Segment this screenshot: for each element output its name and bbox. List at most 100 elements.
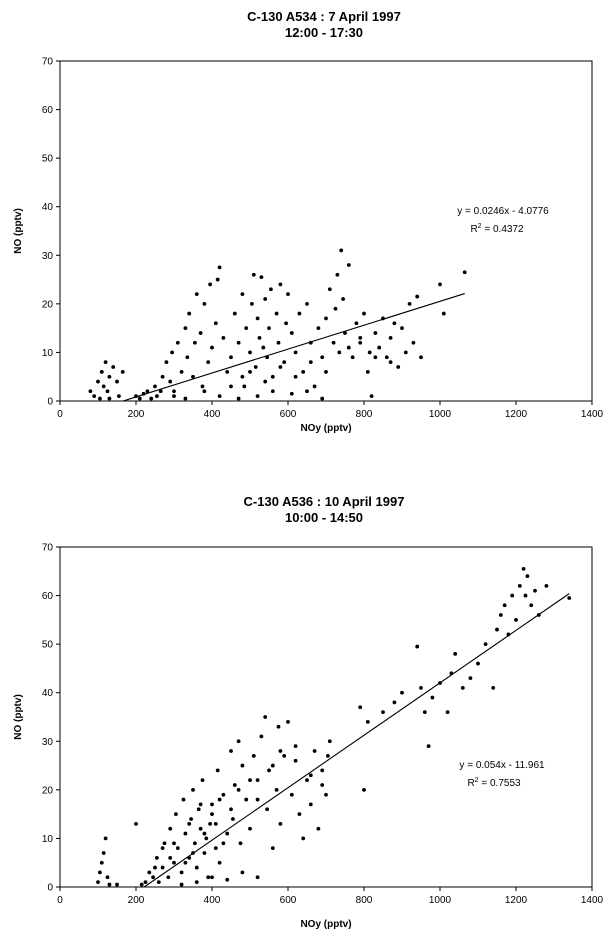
data-point bbox=[270, 846, 275, 851]
data-point bbox=[419, 355, 423, 360]
data-point bbox=[498, 613, 503, 617]
data-point bbox=[198, 802, 203, 807]
data-point bbox=[179, 369, 184, 374]
data-point bbox=[358, 705, 363, 710]
data-point bbox=[305, 301, 309, 306]
data-point bbox=[468, 676, 473, 681]
data-point bbox=[255, 797, 260, 802]
data-point bbox=[286, 719, 290, 724]
data-point bbox=[206, 875, 211, 880]
x-tick-label: 1200 bbox=[505, 895, 528, 906]
chart-1-x-ticks: 0 200 400 600 800 1000 1200 1400 bbox=[57, 401, 604, 420]
chart-1-subtitle: 12:00 - 17:30 bbox=[285, 25, 363, 40]
data-point bbox=[194, 865, 199, 870]
data-point bbox=[284, 321, 288, 326]
data-point bbox=[326, 753, 330, 758]
data-point bbox=[155, 394, 159, 399]
data-point bbox=[259, 734, 264, 739]
data-point bbox=[278, 821, 283, 826]
data-point bbox=[179, 882, 184, 887]
data-point bbox=[301, 369, 306, 374]
data-point bbox=[270, 763, 275, 768]
data-point bbox=[257, 335, 262, 340]
data-point bbox=[179, 870, 184, 875]
data-point bbox=[261, 345, 266, 350]
data-point bbox=[187, 311, 192, 316]
y-tick-label: 60 bbox=[42, 105, 54, 116]
data-point bbox=[107, 396, 112, 401]
y-tick-label: 40 bbox=[42, 202, 54, 213]
data-point bbox=[289, 391, 294, 396]
data-point bbox=[191, 374, 195, 379]
data-point bbox=[445, 710, 450, 715]
data-point bbox=[96, 880, 100, 885]
x-tick-label: 1400 bbox=[581, 409, 604, 420]
data-point bbox=[172, 860, 176, 865]
data-point bbox=[215, 768, 220, 773]
data-point bbox=[160, 374, 165, 379]
data-point bbox=[155, 855, 159, 860]
data-point bbox=[143, 880, 148, 885]
chart-2-equation: y = 0.054x - 11.961 bbox=[459, 760, 545, 771]
data-point bbox=[213, 321, 218, 326]
data-point bbox=[392, 700, 397, 705]
data-point bbox=[99, 860, 104, 865]
y-tick-label: 70 bbox=[42, 57, 54, 68]
data-point bbox=[419, 685, 423, 690]
data-point bbox=[567, 596, 572, 600]
data-point bbox=[324, 369, 328, 374]
data-point bbox=[107, 882, 112, 887]
data-point bbox=[229, 749, 233, 753]
data-point bbox=[172, 389, 176, 394]
data-point bbox=[240, 870, 245, 875]
data-point bbox=[460, 685, 465, 690]
data-point bbox=[289, 331, 294, 335]
data-point bbox=[523, 593, 528, 598]
data-point bbox=[305, 389, 309, 394]
y-tick-label: 60 bbox=[42, 591, 54, 602]
data-point bbox=[244, 797, 249, 802]
data-point bbox=[400, 326, 404, 331]
data-point bbox=[529, 603, 534, 608]
chart-1-trendline bbox=[122, 293, 465, 402]
data-point bbox=[105, 875, 110, 880]
data-point bbox=[255, 778, 260, 783]
data-point bbox=[158, 389, 163, 394]
x-tick-label: 800 bbox=[356, 895, 373, 906]
data-point bbox=[365, 719, 370, 724]
data-point bbox=[358, 335, 363, 340]
data-point bbox=[339, 248, 344, 253]
data-point bbox=[514, 617, 518, 622]
data-point bbox=[293, 758, 298, 763]
data-point bbox=[331, 340, 336, 345]
data-point bbox=[204, 836, 209, 841]
data-point bbox=[305, 778, 309, 783]
chart-1-r-squared: R2 = 0.4372 bbox=[470, 223, 524, 235]
data-point bbox=[248, 350, 252, 355]
data-point bbox=[221, 335, 226, 340]
chart-2-title: C-130 A536 : 10 April 1997 bbox=[244, 494, 405, 509]
data-point bbox=[242, 384, 247, 389]
x-tick-label: 600 bbox=[280, 895, 297, 906]
data-point bbox=[276, 724, 281, 729]
x-tick-label: 200 bbox=[128, 409, 145, 420]
data-point bbox=[200, 384, 205, 389]
data-point bbox=[117, 394, 121, 399]
y-tick-label: 0 bbox=[47, 883, 53, 894]
data-point bbox=[324, 316, 328, 321]
data-point bbox=[172, 841, 176, 846]
data-point bbox=[476, 661, 480, 666]
data-point bbox=[358, 340, 363, 345]
data-point bbox=[208, 821, 213, 826]
data-point bbox=[210, 812, 214, 817]
data-point bbox=[101, 384, 106, 389]
data-point bbox=[215, 277, 220, 282]
data-point bbox=[263, 297, 268, 301]
data-point bbox=[229, 355, 233, 360]
x-tick-label: 400 bbox=[204, 409, 221, 420]
data-point bbox=[312, 384, 317, 389]
data-point bbox=[293, 744, 298, 749]
data-point bbox=[149, 396, 154, 401]
data-point bbox=[293, 374, 298, 379]
